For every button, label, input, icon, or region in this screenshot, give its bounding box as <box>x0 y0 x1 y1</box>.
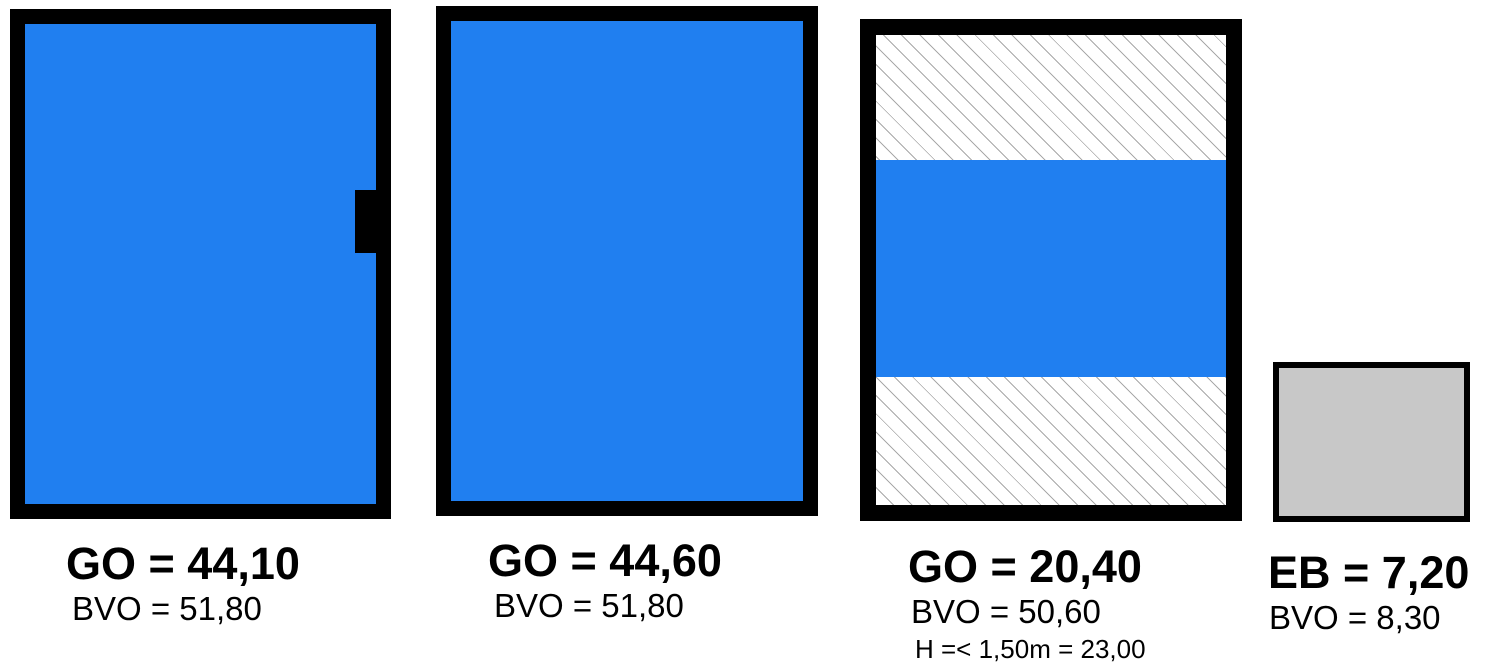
room-2-bvo-label: BVO = 51,80 <box>494 587 684 624</box>
room-3-bvo-label: BVO = 50,60 <box>911 593 1101 630</box>
room-4-outbuilding-plan <box>1273 362 1470 522</box>
room-1-wall-notch <box>355 190 391 253</box>
room-3-full-height-area <box>876 160 1226 377</box>
room-4-bvo-label: BVO = 8,30 <box>1269 599 1441 636</box>
room-1-bvo-label: BVO = 51,80 <box>72 590 262 627</box>
room-1-go-label: GO = 44,10 <box>66 538 300 589</box>
room-3-height-note: H =< 1,50m = 23,00 <box>915 634 1146 664</box>
room-4-eb-label: EB = 7,20 <box>1268 547 1470 598</box>
room-1-floor-plan <box>10 9 391 519</box>
room-2-go-label: GO = 44,60 <box>488 535 722 586</box>
room-2-floor-plan <box>436 6 818 516</box>
room-3-floor-plan <box>860 19 1242 521</box>
room-3-go-label: GO = 20,40 <box>908 541 1142 592</box>
